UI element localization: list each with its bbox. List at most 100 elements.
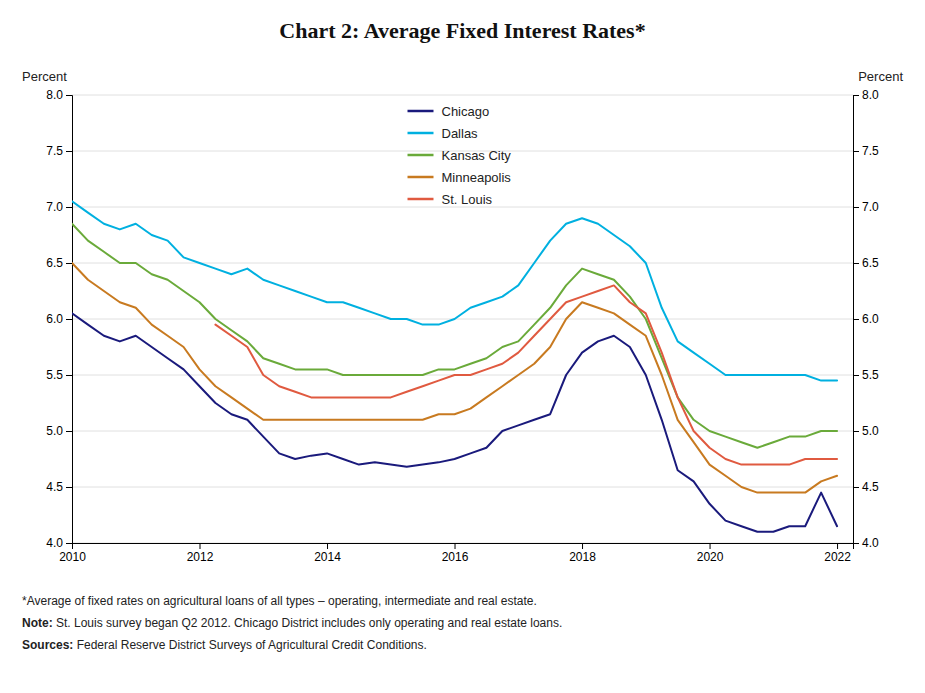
tick: 6.5: [853, 256, 879, 270]
axis-line: [854, 96, 860, 544]
y2-axis: 4.0 4.5 5.0 5.5 6.0 6.5 7.0 7.5 8.0: [853, 88, 879, 550]
tick: 6.0: [853, 312, 879, 326]
series-line: [72, 313, 837, 531]
tick-mark: [853, 151, 859, 152]
tick-label: 6.0: [46, 312, 63, 326]
plot: 20102012201420162018202020224.04.55.05.5…: [46, 88, 879, 563]
tick-label: 4.5: [862, 480, 879, 494]
tick-label: 5.5: [46, 368, 63, 382]
series-line: [72, 201, 837, 380]
tick-mark: [853, 95, 859, 96]
lines: [72, 201, 837, 531]
series-line: [215, 285, 837, 464]
tick-label: 6.5: [46, 256, 63, 270]
legend-swatch: [408, 110, 434, 113]
tick-label: 7.0: [862, 200, 879, 214]
tick-label: 5.5: [862, 368, 879, 382]
tick: 4.5: [46, 480, 72, 494]
tick: 4.5: [853, 480, 879, 494]
title: Chart 2: Average Fixed Interest Rates*: [279, 18, 645, 43]
legend-swatch: [408, 132, 434, 135]
tick-mark: [837, 543, 838, 549]
tick-mark: [66, 543, 72, 544]
legend-swatch: [408, 154, 434, 157]
tick: 2014: [314, 543, 341, 564]
tick: 2020: [697, 543, 724, 564]
tick-label: 2020: [697, 550, 724, 564]
grid: [72, 95, 853, 543]
tick-mark: [66, 319, 72, 320]
tick: 4.0: [853, 536, 879, 550]
tick-mark: [66, 375, 72, 376]
y-axis-label: Percent: [22, 69, 67, 84]
tick: 5.0: [46, 424, 72, 438]
footnotes: *Average of fixed rates on agricultural …: [22, 594, 562, 652]
grid-line: [72, 263, 853, 264]
footnote-part: *Average of fixed rates on agricultural …: [22, 594, 537, 608]
tick-mark: [66, 207, 72, 208]
tick: 7.5: [853, 144, 879, 158]
tick-label: 2016: [442, 550, 469, 564]
legend: ChicagoDallasKansas CityMinneapolisSt. L…: [408, 104, 512, 207]
tick-label: 2010: [59, 550, 86, 564]
tick: 4.0: [46, 536, 72, 550]
tick-label: 7.5: [862, 144, 879, 158]
tick: 5.0: [853, 424, 879, 438]
axis-line: [73, 544, 854, 550]
tick: 2016: [442, 543, 469, 564]
tick: 2010: [59, 543, 86, 564]
tick-mark: [66, 487, 72, 488]
tick-label: 5.0: [46, 424, 63, 438]
grid-line: [72, 95, 853, 96]
footnote: *Average of fixed rates on agricultural …: [22, 594, 537, 608]
tick-label: 2022: [824, 550, 851, 564]
legend-label: Dallas: [442, 126, 479, 141]
axis-line: [66, 96, 73, 544]
tick-mark: [455, 543, 456, 549]
footnote-part: Sources:: [22, 638, 73, 652]
tick: 8.0: [853, 88, 879, 102]
tick: 6.0: [46, 312, 72, 326]
grid-line: [72, 431, 853, 432]
x-axis: 2010201220142016201820202022: [59, 543, 853, 564]
chart: 20102012201420162018202020224.04.55.05.5…: [0, 0, 925, 693]
legend-swatch: [408, 198, 434, 201]
tick-mark: [853, 319, 859, 320]
tick-mark: [582, 543, 583, 549]
tick-mark: [853, 543, 859, 544]
tick-label: 7.0: [46, 200, 63, 214]
tick-mark: [853, 487, 859, 488]
tick-label: 8.0: [862, 88, 879, 102]
footnote: Sources: Federal Reserve District Survey…: [22, 638, 427, 652]
footnote-part: Note:: [22, 616, 53, 630]
tick-label: 6.5: [862, 256, 879, 270]
tick-mark: [327, 543, 328, 549]
tick-label: 5.0: [862, 424, 879, 438]
tick: 2022: [824, 543, 851, 564]
legend-label: Chicago: [442, 104, 490, 119]
tick-mark: [200, 543, 201, 549]
tick-mark: [66, 431, 72, 432]
tick-mark: [66, 151, 72, 152]
tick: 7.0: [46, 200, 72, 214]
y-axis: 4.04.55.05.56.06.57.07.58.0: [46, 88, 72, 550]
legend-label: Minneapolis: [442, 170, 512, 185]
tick: 7.0: [853, 200, 879, 214]
tick: 8.0: [46, 88, 72, 102]
tick-mark: [853, 431, 859, 432]
tick-label: 6.0: [862, 312, 879, 326]
legend-label: St. Louis: [442, 192, 493, 207]
tick-label: 4.0: [862, 536, 879, 550]
tick-mark: [66, 95, 72, 96]
grid-line: [72, 207, 853, 208]
tick-label: 2014: [314, 550, 341, 564]
footnote: Note: St. Louis survey began Q2 2012. Ch…: [22, 616, 562, 630]
tick-mark: [66, 263, 72, 264]
tick: 6.5: [46, 256, 72, 270]
y2-axis-label: Percent: [858, 69, 903, 84]
series-line: [72, 263, 837, 493]
tick-label: 8.0: [46, 88, 63, 102]
tick-label: 4.5: [46, 480, 63, 494]
tick-mark: [853, 263, 859, 264]
footnote-part: Federal Reserve District Surveys of Agri…: [73, 638, 426, 652]
